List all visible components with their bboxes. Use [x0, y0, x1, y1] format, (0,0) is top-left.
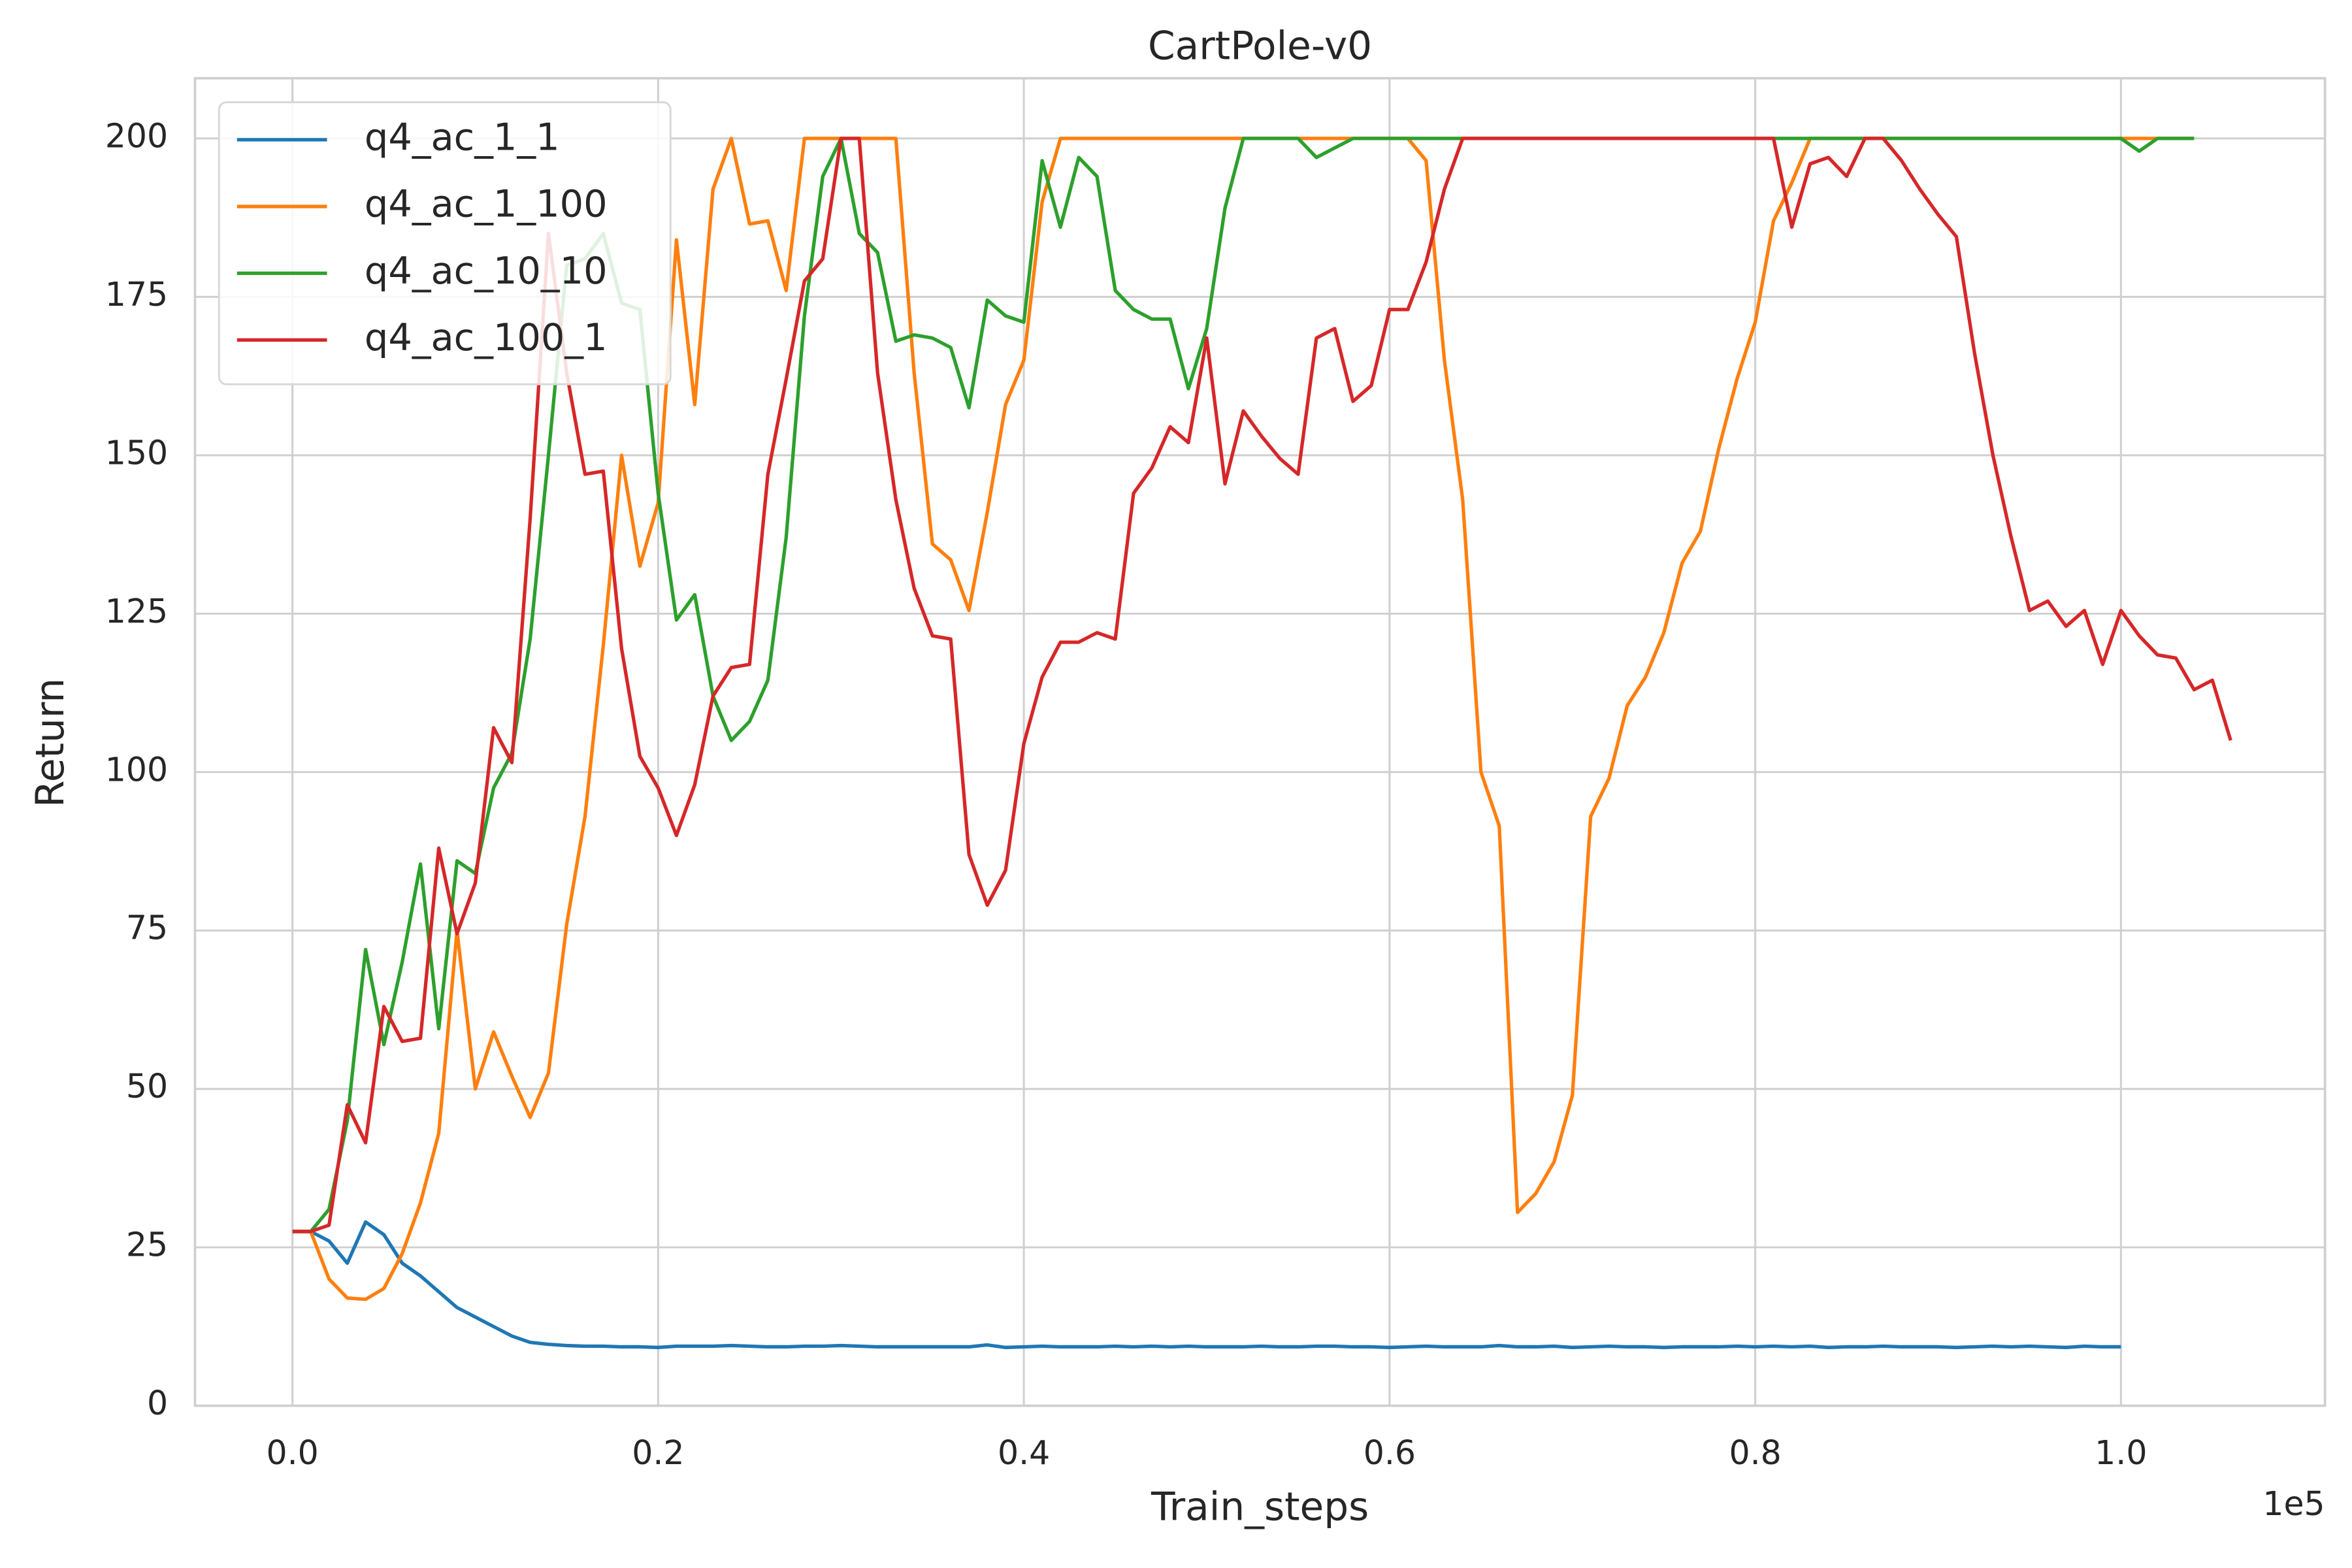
y-tick-label: 175: [105, 275, 168, 314]
y-tick-label: 50: [126, 1067, 168, 1105]
y-tick-label: 75: [126, 909, 168, 947]
x-tick-label: 1.0: [2095, 1433, 2147, 1472]
plot-frame: [193, 76, 2327, 1407]
legend-label: q4_ac_100_1: [365, 316, 608, 359]
y-tick-label: 0: [147, 1384, 168, 1422]
x-offset-label: 1e5: [2262, 1484, 2325, 1523]
series-line: [292, 1220, 2121, 1350]
x-axis-label: Train_steps: [1151, 1485, 1369, 1530]
x-tick-label: 0.4: [998, 1433, 1050, 1472]
x-tick-label: 0.0: [266, 1433, 318, 1472]
y-tick-label: 150: [105, 433, 168, 472]
legend-box: [218, 101, 672, 385]
legend-label: q4_ac_10_10: [365, 249, 608, 293]
y-tick-label: 200: [105, 116, 168, 155]
legend-label: q4_ac_1_100: [365, 182, 608, 226]
y-tick-label: 25: [126, 1226, 168, 1264]
chart-title: CartPole-v0: [1148, 24, 1372, 69]
legend: q4_ac_1_1 q4_ac_1_100 q4_ac_10_10 q4_ac_100…: [218, 101, 672, 385]
grid: 0 25 50 75 100 125 150 175 200 0.0 0.2 0.4 0.6 0.8 1.0: [105, 78, 2325, 1472]
y-tick-label: 125: [105, 592, 168, 630]
x-tick-label: 0.8: [1729, 1433, 1781, 1472]
x-tick-label: 0.6: [1364, 1433, 1416, 1472]
y-tick-label: 100: [105, 750, 168, 789]
legend-label: q4_ac_1_1: [365, 116, 560, 159]
y-axis-label: Return: [28, 678, 73, 808]
x-tick-label: 0.2: [632, 1433, 684, 1472]
series-line: [292, 137, 2232, 1233]
